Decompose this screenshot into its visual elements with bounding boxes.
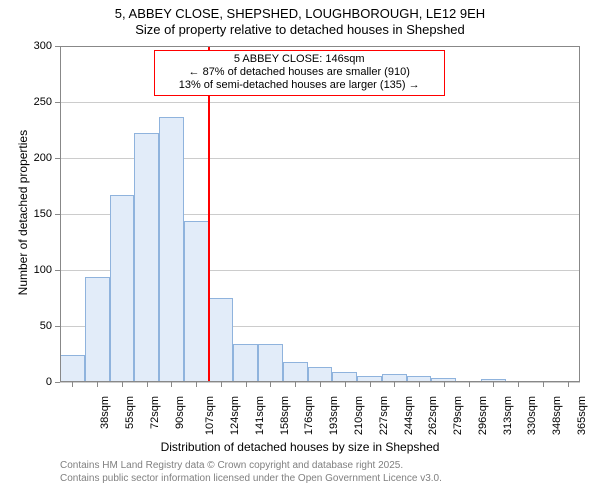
y-tick-label: 300 xyxy=(34,40,52,52)
plot-area: 05010015020025030038sqm55sqm72sqm90sqm10… xyxy=(60,46,580,382)
attribution-line: Contains HM Land Registry data © Crown c… xyxy=(60,460,590,473)
y-tick-label: 250 xyxy=(34,96,52,108)
y-tick-label: 100 xyxy=(34,264,52,276)
chart-container: 5, ABBEY CLOSE, SHEPSHED, LOUGHBOROUGH, … xyxy=(0,0,600,500)
chart-title: 5, ABBEY CLOSE, SHEPSHED, LOUGHBOROUGH, … xyxy=(0,0,600,39)
marker-line xyxy=(208,46,210,382)
histogram-bar xyxy=(110,195,135,382)
title-line-2: Size of property relative to detached ho… xyxy=(0,22,600,38)
x-tick xyxy=(246,382,247,387)
histogram-bar xyxy=(184,221,209,382)
x-tick-label: 244sqm xyxy=(403,396,415,435)
attribution-text: Contains HM Land Registry data © Crown c… xyxy=(60,460,590,485)
x-tick xyxy=(518,382,519,387)
y-tick-label: 50 xyxy=(40,320,52,332)
y-tick-label: 0 xyxy=(46,376,52,388)
x-tick-label: 90sqm xyxy=(174,396,186,429)
x-tick-label: 227sqm xyxy=(378,396,390,435)
y-axis-line xyxy=(60,46,61,382)
x-axis-line xyxy=(60,381,580,382)
x-tick xyxy=(469,382,470,387)
x-tick-label: 330sqm xyxy=(526,396,538,435)
x-tick xyxy=(72,382,73,387)
histogram-bar xyxy=(308,367,333,382)
x-tick-label: 348sqm xyxy=(551,396,563,435)
y-tick-label: 150 xyxy=(34,208,52,220)
x-tick xyxy=(419,382,420,387)
x-tick-label: 279sqm xyxy=(452,396,464,435)
x-tick-label: 210sqm xyxy=(353,396,365,435)
histogram-bar xyxy=(258,344,283,382)
x-tick xyxy=(320,382,321,387)
x-tick-label: 313sqm xyxy=(502,396,514,435)
annotation-line: 13% of semi-detached houses are larger (… xyxy=(159,79,440,92)
x-tick-label: 107sqm xyxy=(205,396,217,435)
x-tick xyxy=(444,382,445,387)
histogram-bar xyxy=(283,362,308,382)
histogram-bar xyxy=(85,277,110,382)
x-tick xyxy=(196,382,197,387)
annotation-line: ← 87% of detached houses are smaller (91… xyxy=(159,66,440,79)
x-tick xyxy=(122,382,123,387)
x-axis-label: Distribution of detached houses by size … xyxy=(0,440,600,454)
x-tick xyxy=(568,382,569,387)
x-tick-label: 365sqm xyxy=(576,396,588,435)
x-tick-label: 72sqm xyxy=(149,396,161,429)
title-line-1: 5, ABBEY CLOSE, SHEPSHED, LOUGHBOROUGH, … xyxy=(0,6,600,22)
x-tick xyxy=(147,382,148,387)
x-tick xyxy=(543,382,544,387)
x-tick-label: 158sqm xyxy=(279,396,291,435)
x-tick-label: 124sqm xyxy=(229,396,241,435)
x-tick xyxy=(221,382,222,387)
right-axis-line xyxy=(579,46,580,382)
y-axis-label: Number of detached properties xyxy=(16,120,30,305)
annotation-box: 5 ABBEY CLOSE: 146sqm← 87% of detached h… xyxy=(154,50,445,96)
x-tick xyxy=(370,382,371,387)
y-tick xyxy=(55,382,60,383)
histogram-bar xyxy=(233,344,258,382)
grid-line xyxy=(60,102,580,103)
x-tick xyxy=(270,382,271,387)
x-tick-label: 55sqm xyxy=(124,396,136,429)
x-tick xyxy=(295,382,296,387)
top-axis-line xyxy=(60,46,580,47)
x-tick-label: 262sqm xyxy=(427,396,439,435)
x-tick xyxy=(394,382,395,387)
annotation-line: 5 ABBEY CLOSE: 146sqm xyxy=(159,53,440,66)
x-tick xyxy=(345,382,346,387)
histogram-bar xyxy=(60,355,85,382)
x-tick-label: 176sqm xyxy=(304,396,316,435)
histogram-bar xyxy=(209,298,234,382)
x-tick xyxy=(171,382,172,387)
histogram-bar xyxy=(134,133,159,382)
x-tick-label: 193sqm xyxy=(328,396,340,435)
x-tick-label: 141sqm xyxy=(254,396,266,435)
histogram-bar xyxy=(159,117,184,382)
x-tick xyxy=(493,382,494,387)
x-tick xyxy=(97,382,98,387)
attribution-line: Contains public sector information licen… xyxy=(60,473,590,486)
y-tick-label: 200 xyxy=(34,152,52,164)
x-tick-label: 296sqm xyxy=(477,396,489,435)
x-tick-label: 38sqm xyxy=(99,396,111,429)
